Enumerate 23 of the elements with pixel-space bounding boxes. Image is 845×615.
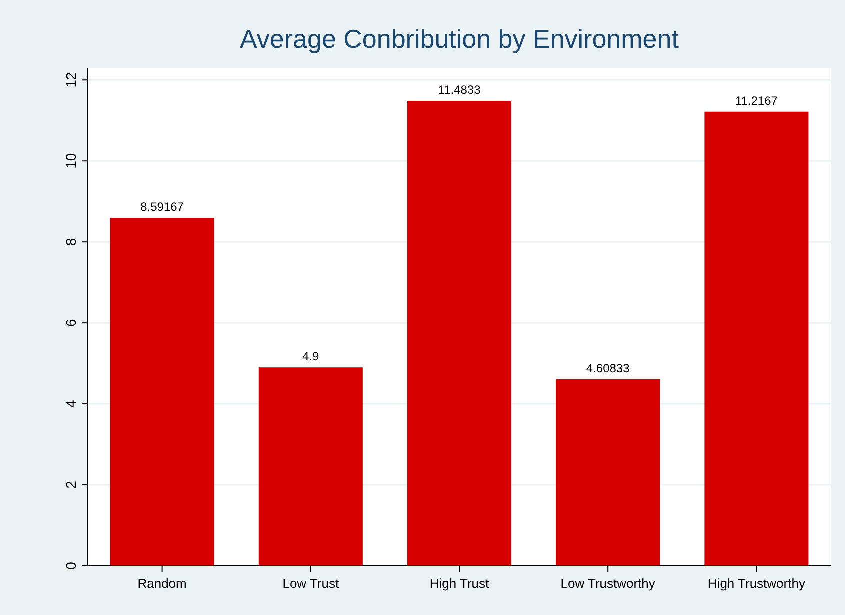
bar: [704, 112, 809, 566]
data-label: 4.60833: [586, 361, 630, 376]
y-tick-label: 8: [63, 238, 79, 246]
bar: [258, 368, 363, 566]
x-tick-label: Low Trust: [282, 576, 340, 591]
y-tick-label: 0: [63, 562, 79, 570]
y-tick-label: 4: [63, 400, 79, 408]
y-tick-label: 2: [63, 480, 79, 489]
x-tick-label: High Trustworthy: [708, 576, 806, 591]
y-tick-label: 12: [63, 72, 79, 88]
data-label: 8.59167: [140, 200, 184, 214]
bar: [110, 218, 214, 566]
x-tick-label: Random: [138, 576, 187, 591]
chart-title: Average Conbribution by Environment: [240, 24, 680, 54]
bar: [556, 379, 660, 566]
y-tick-label: 10: [63, 153, 79, 169]
x-tick-label: High Trust: [430, 576, 490, 591]
x-tick-label: Low Trustworthy: [560, 576, 656, 591]
data-label: 11.2167: [735, 94, 778, 108]
bar: [407, 101, 512, 566]
data-label: 4.9: [302, 350, 320, 364]
data-label: 11.4833: [438, 83, 482, 98]
y-tick-label: 6: [63, 318, 79, 327]
